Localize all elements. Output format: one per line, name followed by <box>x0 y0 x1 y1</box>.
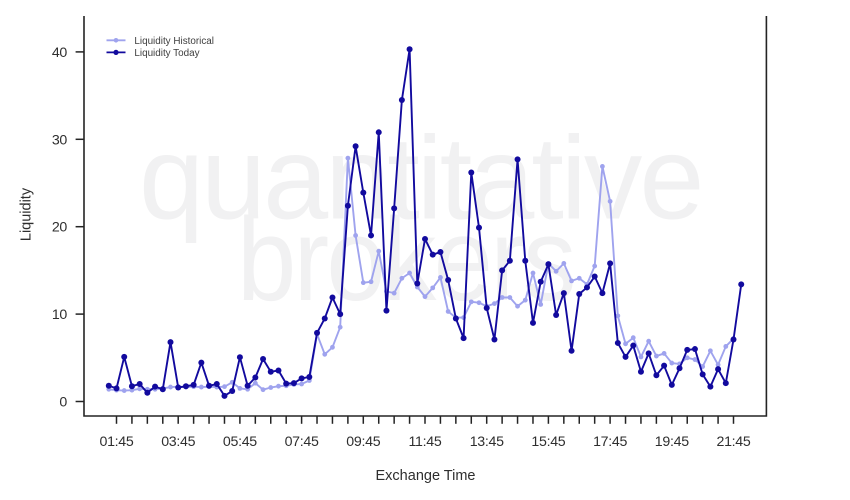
svg-text:Liquidity: Liquidity <box>19 187 35 241</box>
svg-text:Liquidity Historical: Liquidity Historical <box>134 36 214 47</box>
svg-text:05:45: 05:45 <box>223 434 257 450</box>
svg-text:30: 30 <box>52 132 68 148</box>
svg-text:20: 20 <box>52 220 68 236</box>
svg-text:19:45: 19:45 <box>655 434 689 450</box>
svg-text:10: 10 <box>52 307 68 323</box>
svg-text:Liquidity Today: Liquidity Today <box>134 48 199 59</box>
svg-text:15:45: 15:45 <box>531 434 565 450</box>
svg-text:brokers: brokers <box>237 193 574 325</box>
svg-text:Exchange Time: Exchange Time <box>376 468 476 484</box>
svg-text:40: 40 <box>52 45 68 61</box>
svg-text:09:45: 09:45 <box>346 434 380 450</box>
svg-text:03:45: 03:45 <box>161 434 195 450</box>
svg-text:21:45: 21:45 <box>716 434 750 450</box>
svg-text:17:45: 17:45 <box>593 434 627 450</box>
svg-text:0: 0 <box>59 395 67 411</box>
svg-text:11:45: 11:45 <box>409 434 442 450</box>
svg-text:01:45: 01:45 <box>99 434 133 450</box>
svg-text:13:45: 13:45 <box>470 434 504 450</box>
svg-text:07:45: 07:45 <box>285 434 319 450</box>
svg-text:quantitative: quantitative <box>139 112 701 244</box>
